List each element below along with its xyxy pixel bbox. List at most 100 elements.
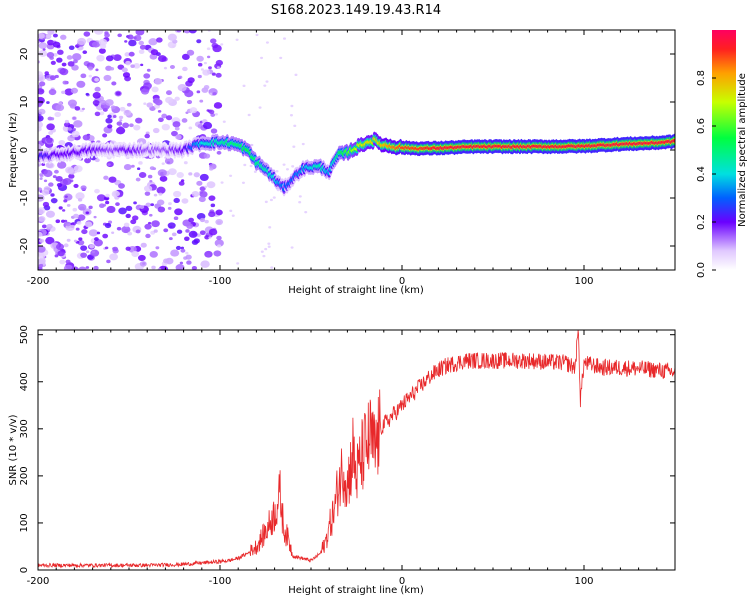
heatmap-noise-cell [139,261,147,267]
heatmap-noise-cell [61,90,66,95]
heatmap-noise-cell [80,73,87,79]
heatmap-noise-cell [105,99,114,106]
heatmap-noise-cell [180,246,185,250]
heatmap-noise-cell [173,197,180,204]
heatmap-noise-cell [260,250,264,253]
heatmap-noise-cell [196,55,204,62]
heatmap-noise-cell [157,206,166,213]
heatmap-noise-cell [177,84,187,92]
heatmap-noise-cell [301,142,305,146]
heatmap-noise-cell [96,231,101,235]
heatmap-noise-cell [229,174,233,178]
heatmap-noise-cell [38,143,42,150]
heatmap-y-tick-label: -10 [19,190,30,206]
heatmap-noise-cell [155,246,160,250]
heatmap-noise-cell [84,157,91,164]
snr-y-tick-label: 200 [19,466,30,485]
heatmap-noise-cell [138,254,146,262]
heatmap-noise-cell [133,124,141,131]
heatmap-noise-cell [157,267,162,270]
heatmap-noise-cell [63,243,69,248]
heatmap-noise-cell [263,84,267,87]
snr-x-tick-label: 0 [399,576,405,587]
heatmap-noise-cell [88,205,93,210]
heatmap-noise-cell [95,68,99,72]
heatmap-noise-cell [290,104,294,108]
heatmap-noise-cell [50,193,55,197]
heatmap-noise-cell [39,177,43,180]
heatmap-noise-cell [196,180,203,186]
heatmap-noise-cell [58,139,66,146]
heatmap-noise-cell [255,33,259,37]
heatmap-noise-cell [212,44,222,53]
heatmap-noise-cell [148,38,158,46]
heatmap-noise-cell [63,199,68,203]
heatmap-noise-cell [187,77,195,84]
heatmap-noise-cell [91,250,96,254]
heatmap-noise-cell [208,195,216,201]
snr-y-axis-label: SNR (10 * v/v) [8,414,19,485]
heatmap-noise-cell [38,126,42,132]
heatmap-noise-cell [62,80,68,85]
heatmap-noise-cell [159,175,168,182]
colorbar-tick-label: 0.2 [696,214,707,230]
heatmap-y-tick-label: 20 [19,48,30,61]
heatmap-noise-cell [39,238,45,243]
heatmap-noise-cell [39,173,44,177]
heatmap-noise-cell [188,30,197,34]
heatmap-noise-cell [216,235,222,241]
heatmap-noise-cell [127,34,134,40]
heatmap-noise-cell [236,262,240,265]
heatmap-noise-cell [262,254,266,258]
heatmap-noise-cell [66,238,71,242]
heatmap-noise-cell [88,74,92,78]
heatmap-noise-cell [93,239,103,247]
heatmap-noise-cell [46,101,50,104]
heatmap-noise-cell [82,134,91,141]
heatmap-noise-cell [174,126,180,131]
heatmap-noise-cell [188,230,198,238]
heatmap-noise-cell [77,214,86,221]
heatmap-noise-cell [253,170,257,173]
heatmap-noise-cell [157,109,162,113]
heatmap-x-tick-label: -200 [27,276,50,287]
heatmap-noise-cell [171,232,177,237]
heatmap-noise-cell [68,173,75,179]
heatmap-noise-cell [52,33,58,38]
heatmap-noise-cell [38,263,44,268]
heatmap-noise-cell [54,254,59,258]
heatmap-noise-cell [44,71,49,75]
heatmap-noise-cell [270,266,274,269]
heatmap-noise-cell [146,68,151,72]
heatmap-noise-cell [128,39,137,47]
heatmap-noise-cell [188,217,194,223]
heatmap-noise-cell [186,260,192,265]
heatmap-noise-cell [196,39,202,44]
heatmap-noise-cell [157,199,165,206]
heatmap-noise-cell [94,86,101,92]
heatmap-noise-cell [122,122,130,129]
heatmap-noise-cell [200,68,204,71]
heatmap-noise-cell [54,74,59,79]
heatmap-noise-cell [62,177,72,186]
heatmap-noise-cell [173,190,182,198]
heatmap-noise-cell [123,109,132,116]
heatmap-noise-cell [115,202,120,206]
heatmap-noise-cell [158,117,164,123]
heatmap-noise-cell [167,33,177,41]
heatmap-noise-cell [184,89,194,98]
heatmap-noise-cell [220,181,224,184]
heatmap-noise-cell [199,173,209,182]
heatmap-noise-cell [185,251,189,255]
heatmap-noise-cell [38,81,46,87]
heatmap-noise-cell [106,205,116,214]
heatmap-noise-cell [62,209,66,212]
snr-y-tick-label: 0 [19,567,30,573]
snr-frame [37,329,676,571]
heatmap-noise-cell [125,60,131,66]
heatmap-noise-cell [209,167,214,171]
heatmap-noise-cell [93,215,97,219]
heatmap-noise-cell [116,226,122,231]
figure-title: S168.2023.149.19.43.R14 [271,3,441,18]
